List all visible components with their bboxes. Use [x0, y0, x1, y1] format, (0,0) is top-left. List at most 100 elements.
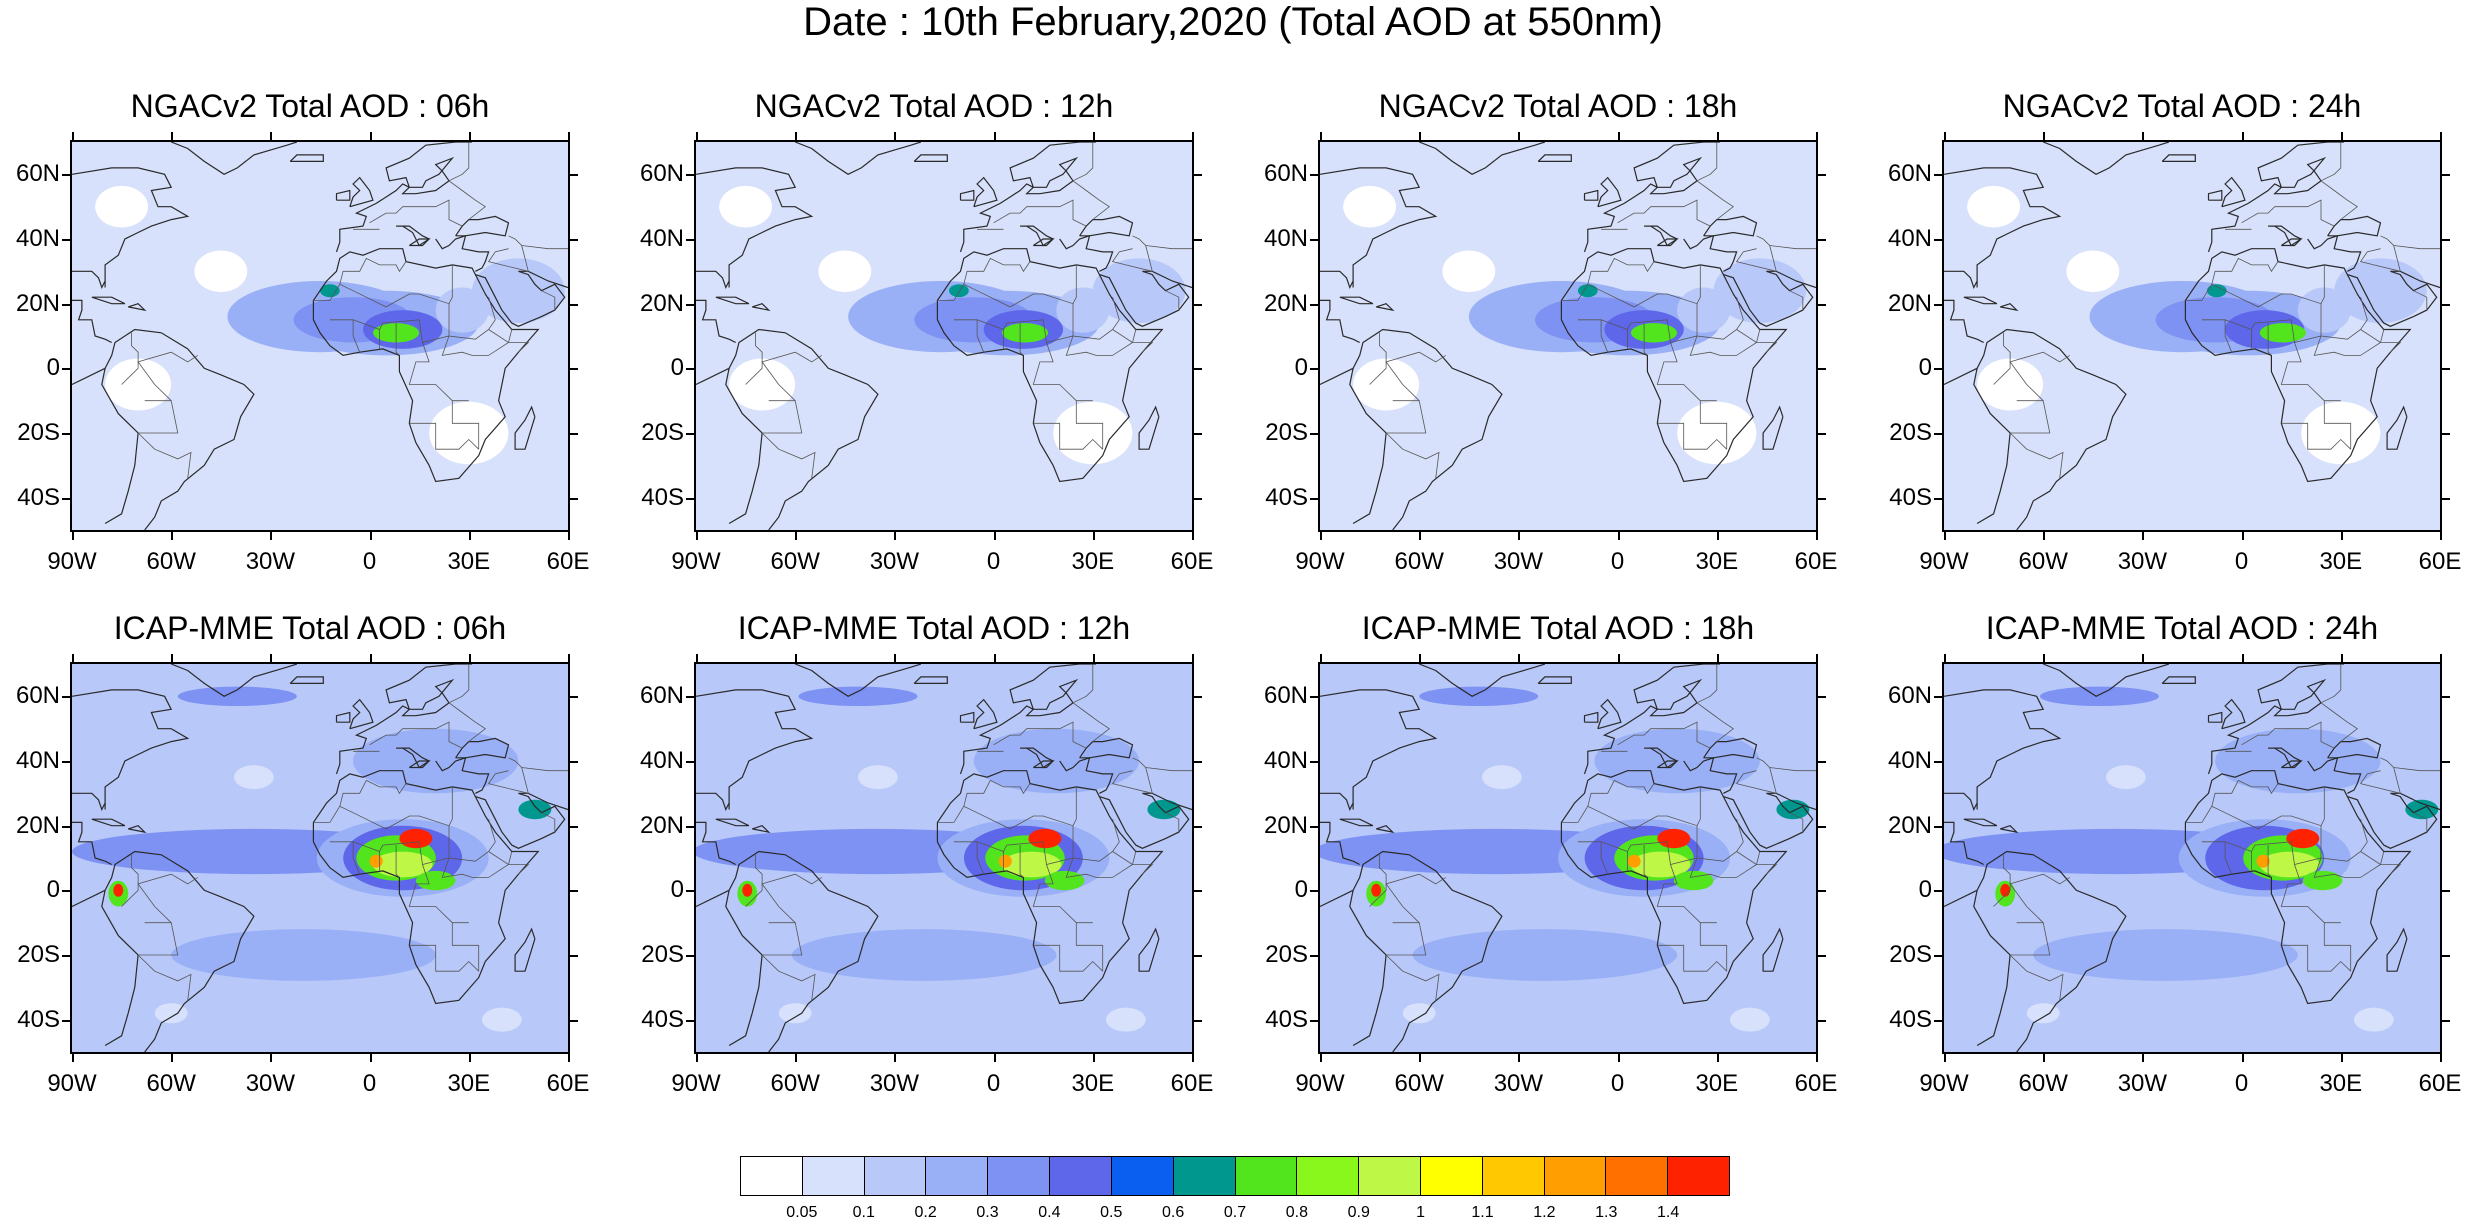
lat-tick-mark	[1818, 696, 1826, 699]
lon-tick-mark	[72, 132, 74, 140]
lat-tick-label: 60N	[1263, 682, 1308, 710]
lat-tick-label: 0	[670, 876, 684, 904]
lat-tick-mark	[62, 174, 70, 177]
colorbar-level-label: 0.05	[786, 1204, 818, 1221]
lon-tick-mark	[696, 654, 698, 662]
lat-tick-label: 40N	[1263, 225, 1308, 252]
lat-tick-mark	[62, 761, 70, 763]
lat-tick-mark	[686, 174, 694, 177]
lat-tick-mark	[686, 955, 694, 957]
lon-tick-mark	[1092, 132, 1095, 140]
lat-tick-mark	[1818, 303, 1826, 306]
lon-tick-label: 60E	[2418, 548, 2462, 575]
colorbar-level-label: 0.3	[976, 1204, 999, 1221]
lon-tick-label: 0	[1610, 548, 1625, 575]
lat-tick-mark	[570, 174, 578, 177]
lon-tick-mark	[270, 1054, 273, 1062]
lat-tick-mark	[1934, 825, 1942, 828]
lat-tick-mark	[686, 825, 694, 828]
lat-tick-mark	[2442, 825, 2450, 828]
lat-tick-mark	[62, 696, 70, 699]
lat-tick-mark	[62, 303, 70, 306]
lat-tick-label: 40N	[1887, 747, 1932, 774]
lat-tick-label: 40S	[641, 1005, 684, 1033]
lat-tick-label: 0	[670, 354, 684, 382]
lon-tick-mark	[468, 654, 471, 662]
lon-tick-mark	[696, 532, 698, 540]
figure-title: Date : 10th February,2020 (Total AOD at …	[803, 0, 1663, 44]
lon-tick-mark	[1419, 1054, 1422, 1062]
lat-tick-mark	[570, 696, 578, 699]
lon-tick-mark	[468, 1054, 471, 1062]
lat-tick-label: 20S	[641, 941, 684, 968]
colorbar-swatch	[926, 1157, 989, 1195]
lon-tick-label: 60W	[146, 1070, 196, 1097]
lon-tick-mark	[894, 654, 897, 662]
lon-tick-mark	[72, 1054, 74, 1062]
lon-tick-mark	[171, 532, 174, 540]
colorbar-swatch	[1235, 1157, 1298, 1195]
lon-tick-mark	[2340, 132, 2343, 140]
lat-tick-mark	[686, 239, 694, 241]
lon-tick-mark	[2043, 654, 2046, 662]
lon-tick-label: 30W	[2117, 1070, 2168, 1097]
lat-tick-mark	[2442, 368, 2450, 371]
lon-tick-mark	[1092, 532, 1095, 540]
colorbar-swatch	[1297, 1157, 1360, 1195]
lat-tick-mark	[1818, 497, 1826, 500]
lon-tick-mark	[2241, 132, 2244, 140]
lat-tick-label: 20S	[641, 419, 684, 446]
lat-tick-label: 20N	[1887, 811, 1932, 839]
lat-tick-label: 40N	[639, 747, 684, 774]
lat-tick-mark	[62, 890, 70, 893]
map-panel: ICAP-MME Total AOD : 06h 60N 40N 20N 0 20S 40S…	[0, 610, 620, 1130]
lat-tick-label: 40N	[1263, 747, 1308, 774]
lat-tick-label: 20N	[639, 289, 684, 317]
lon-tick-mark	[1518, 1054, 1521, 1062]
lat-tick-mark	[1934, 303, 1942, 306]
lat-tick-label: 20S	[17, 941, 60, 968]
lon-tick-mark	[993, 532, 996, 540]
colorbar-swatch	[1482, 1157, 1545, 1195]
colorbar-level-label: 0.7	[1223, 1204, 1247, 1221]
lat-tick-mark	[1310, 174, 1318, 177]
lat-tick-mark	[686, 696, 694, 699]
lat-tick-mark	[1194, 303, 1202, 306]
colorbar-swatch	[741, 1157, 803, 1195]
aod-map	[1942, 662, 2442, 1054]
colorbar-swatch	[1668, 1157, 1729, 1195]
map-panel: NGACv2 Total AOD : 06h 60N 40N 20N 0 20S 40S 90…	[0, 88, 620, 608]
lon-tick-mark	[1419, 532, 1422, 540]
lat-tick-mark	[1934, 955, 1942, 957]
lon-tick-mark	[2043, 532, 2046, 540]
lon-tick-mark	[1944, 532, 1946, 540]
lat-tick-mark	[686, 1019, 694, 1022]
lon-tick-label: 90W	[1919, 1070, 1969, 1097]
lat-tick-mark	[1194, 890, 1202, 893]
lat-tick-mark	[2442, 433, 2450, 435]
lat-tick-label: 0	[1918, 354, 1932, 382]
lat-tick-mark	[1310, 433, 1318, 435]
lat-tick-mark	[1310, 239, 1318, 241]
lat-tick-label: 60N	[15, 160, 60, 188]
lon-tick-mark	[795, 1054, 798, 1062]
colorbar-level-label: 0.4	[1038, 1204, 1061, 1221]
lon-tick-mark	[1419, 654, 1422, 662]
lat-tick-mark	[570, 955, 578, 957]
lon-tick-mark	[2440, 532, 2442, 540]
colorbar-swatch	[1359, 1157, 1421, 1195]
lat-tick-label: 40N	[639, 225, 684, 252]
lon-tick-mark	[894, 132, 897, 140]
lon-tick-mark	[696, 1054, 698, 1062]
lon-tick-mark	[1192, 654, 1194, 662]
lon-tick-label: 90W	[47, 548, 97, 575]
lon-tick-label: 30E	[1695, 1070, 1739, 1097]
lat-tick-mark	[570, 239, 578, 241]
lat-tick-label: 20N	[639, 811, 684, 839]
lat-tick-mark	[1194, 761, 1202, 763]
lat-tick-label: 0	[1294, 876, 1308, 904]
lat-tick-mark	[62, 433, 70, 435]
lon-tick-mark	[993, 654, 996, 662]
lon-tick-mark	[795, 532, 798, 540]
lat-tick-mark	[1934, 1019, 1942, 1022]
